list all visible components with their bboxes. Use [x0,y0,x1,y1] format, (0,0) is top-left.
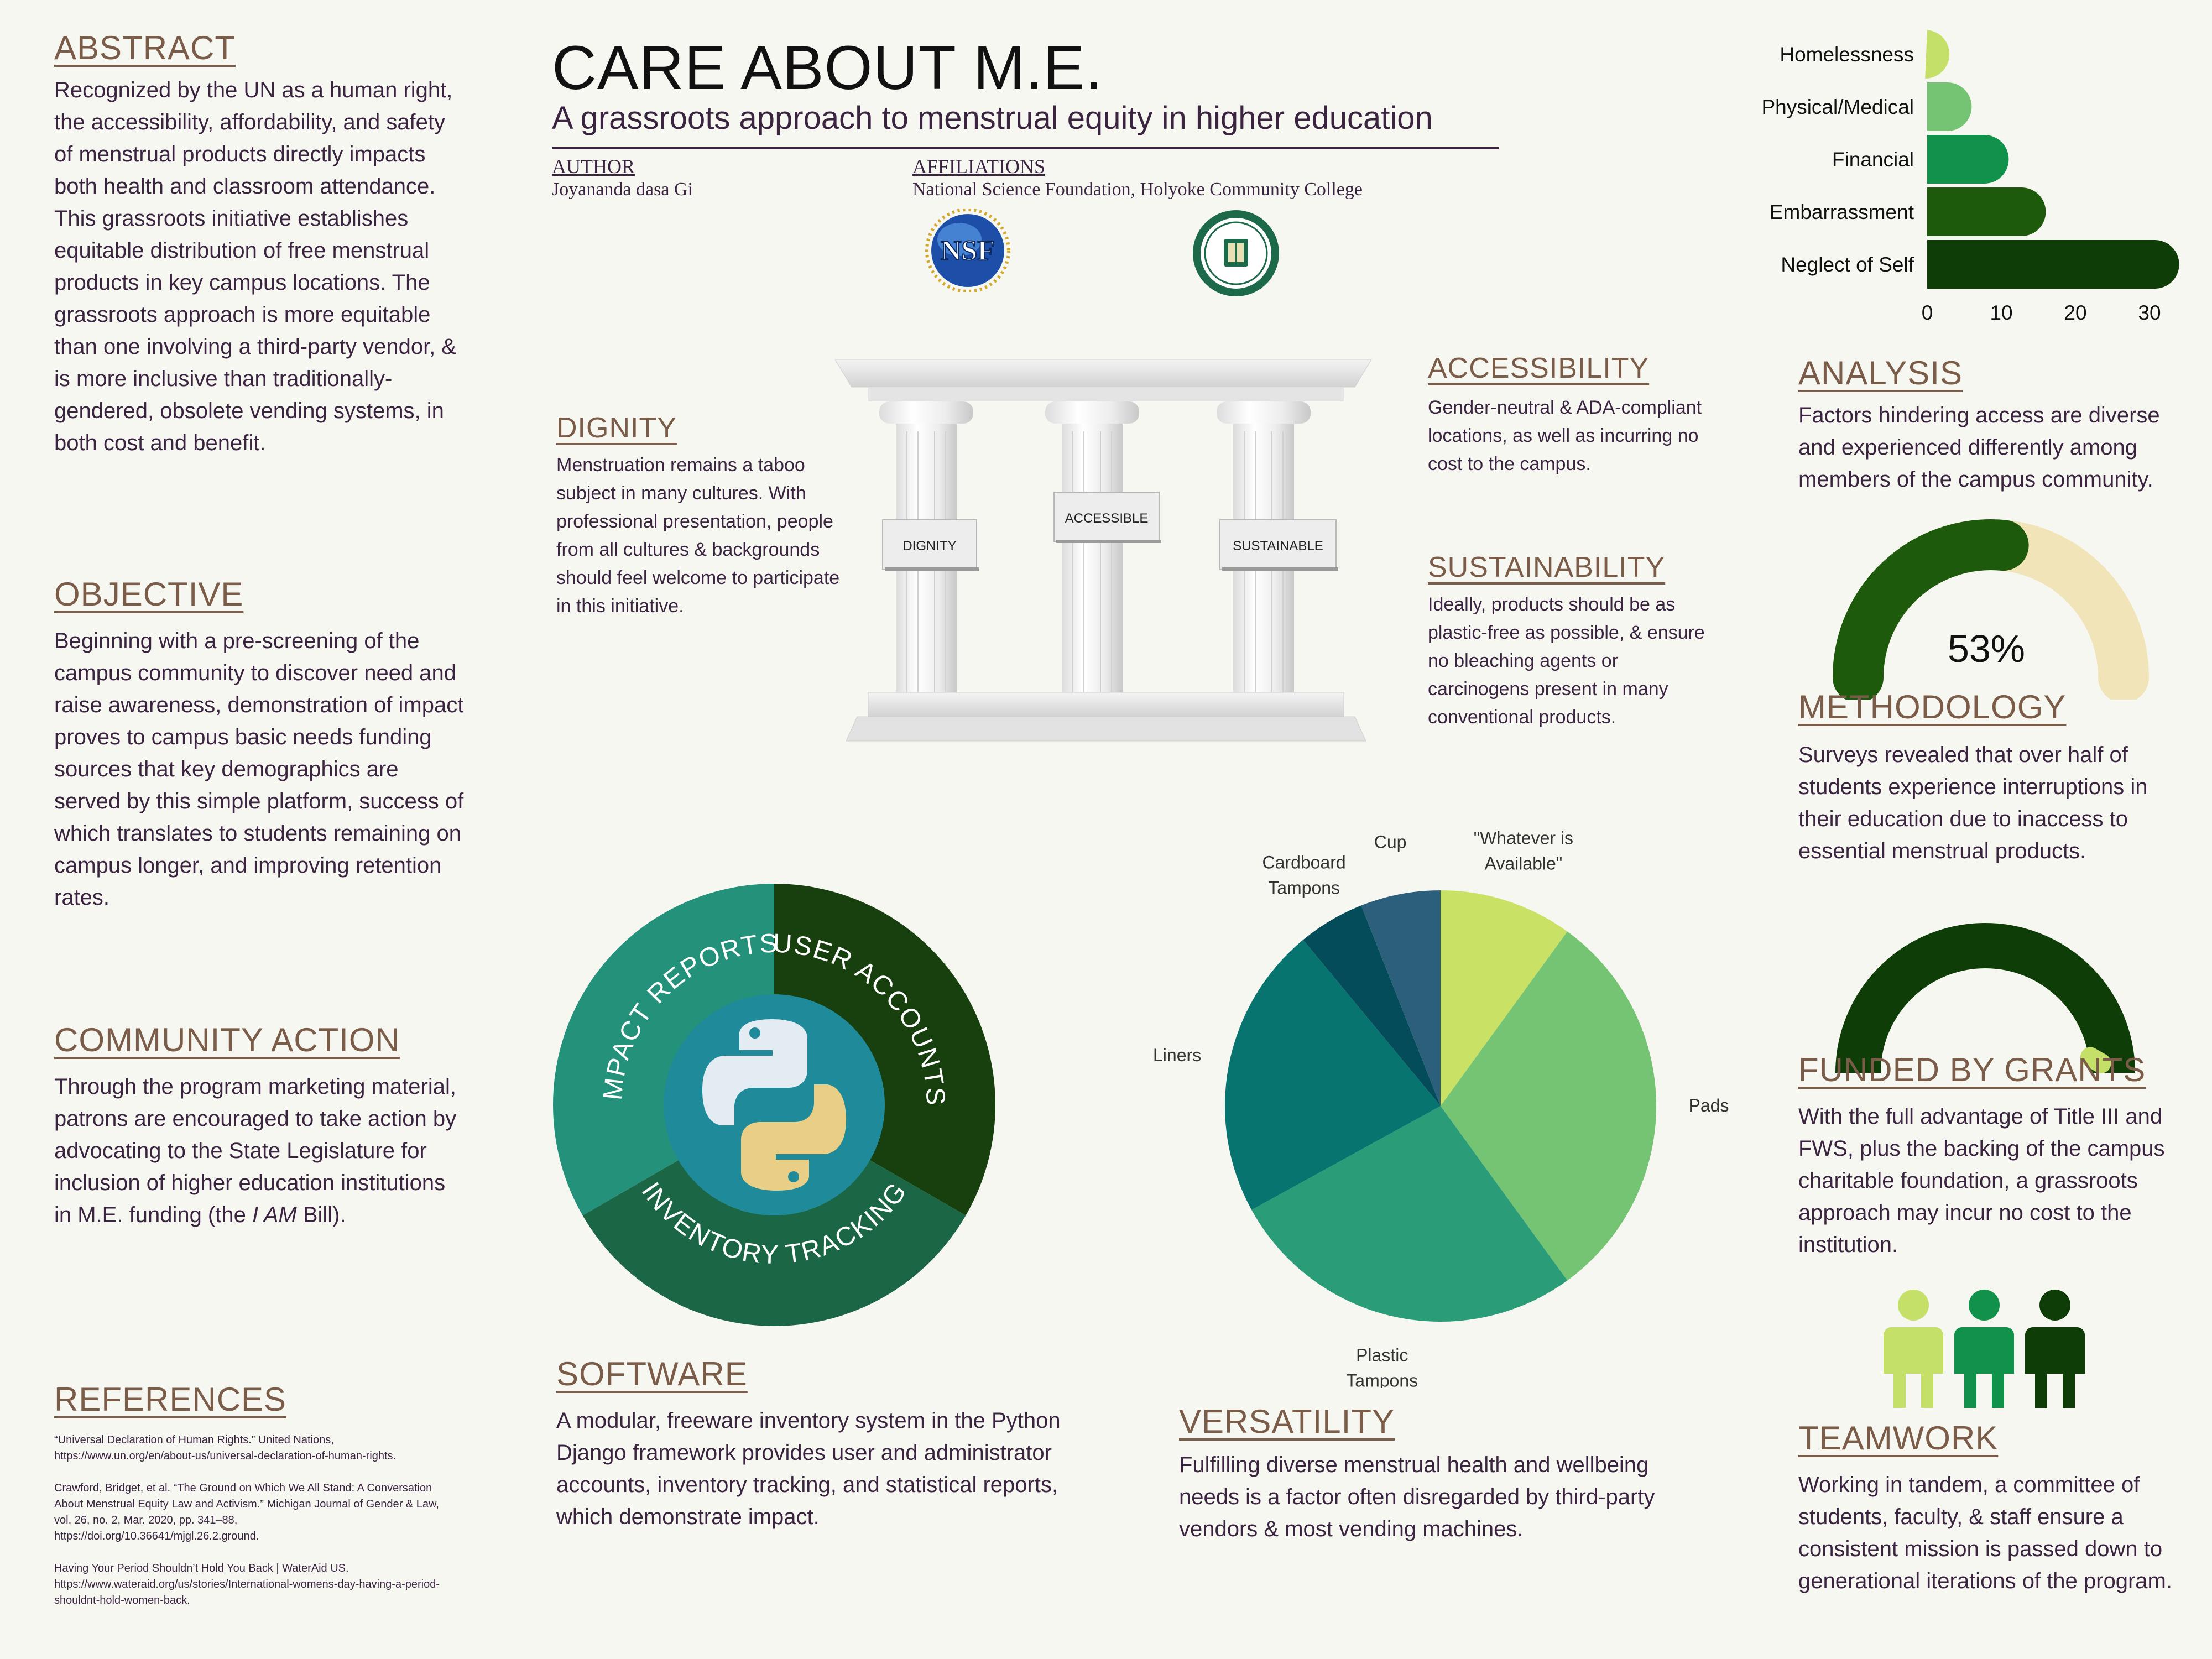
community-action-text: Through the program marketing material, … [54,1071,458,1231]
software-text: A modular, freeware inventory system in … [556,1408,1061,1529]
pie-slice [1303,905,1441,1106]
pillar-label-dignity: DIGNITY [902,539,956,554]
title-rule [552,147,1499,149]
affiliations-text: National Science Foundation, Holyoke Com… [912,179,1363,200]
accessibility-text: Gender-neutral & ADA-compliant locations… [1428,397,1702,474]
bar [1927,240,2179,289]
analysis-heading: ANALYSIS [1798,354,1963,392]
pillar-label-sustainable: SUSTAINABLE [1233,539,1323,554]
pillar-label-accessible: ACCESSIBLE [1065,511,1149,526]
bar-category-label: Neglect of Self [1781,253,1914,276]
pie-label: Liners [1153,1045,1201,1065]
references-heading: REFERENCES [54,1381,287,1418]
affiliations-heading: AFFILIATIONS [912,155,1046,178]
pillars-illustration: DIGNITY ACCESSIBLE SUSTAINABLE [835,359,1372,742]
abstract-text: Recognized by the UN as a human right, t… [54,78,457,455]
bar [1927,82,1972,131]
pie-slice [1441,890,1568,1106]
reference-item: Having Your Period Shouldn’t Hold You Ba… [54,1562,440,1606]
bar [1925,30,1950,79]
pie-slice [1225,940,1441,1210]
pie-slice [1251,1106,1568,1322]
sustainability-heading: SUSTAINABILITY [1428,551,1666,583]
page-subtitle: A grassroots approach to menstrual equit… [552,100,1433,136]
reference-item: Crawford, Bridget, et al. “The Ground on… [54,1482,439,1542]
bar-category-label: Financial [1832,148,1914,171]
references-list: “Universal Declaration of Human Rights.”… [54,1432,441,1609]
methodology-heading: METHODOLOGY [1798,688,2067,726]
pie-label: Cardboard Tampons [1262,853,1346,898]
dignity-text: Menstruation remains a taboo subject in … [556,455,840,617]
bar-tick-label: 30 [2138,301,2161,324]
community-action-text-a: Through the program marketing material, … [54,1074,457,1227]
pie-label: "Whatever is Available" [1474,828,1573,874]
community-action-bill: I AM [252,1203,297,1227]
dignity-heading: DIGNITY [556,412,677,444]
bar-category-label: Embarrassment [1770,201,1914,223]
pie-slice [1441,931,1656,1281]
community-action-text-b: Bill). [296,1203,346,1227]
pie-slice [1361,890,1441,1106]
sustainability-text: Ideally, products should be as plastic-f… [1428,594,1705,728]
accessibility-heading: ACCESSIBILITY [1428,352,1650,384]
bar-category-label: Homelessness [1780,43,1914,66]
software-heading: SOFTWARE [556,1355,748,1392]
nsf-logo: NSF [925,209,1010,292]
pie-chart: "Whatever is Available" Pads Plastic Tampons… [1153,828,1729,1388]
page-title: CARE ABOUT M.E. [552,33,1103,102]
funded-heading: FUNDED BY GRANTS [1798,1051,2146,1088]
teamwork-heading: TEAMWORK [1798,1420,1999,1457]
software-ring-diagram: IMPACT REPORTS USER ACCOUNTS INVENTORY T… [553,884,995,1326]
pie-label: Cup [1374,832,1407,852]
bar-category-label: Physical/Medical [1761,96,1914,118]
bar-tick-label: 10 [1990,301,2012,324]
bar-chart: Homelessness Physical/Medical Financial Emb… [1761,30,2179,324]
funded-text: With the full advantage of Title III and… [1798,1104,2165,1257]
gauge-full [1835,923,2135,1073]
bar [1927,187,2046,236]
bar-tick-label: 0 [1922,301,1933,324]
bar [1927,135,2009,184]
nsf-logo-text: NSF [941,235,995,267]
author-name: Joyananda dasa Gi [552,179,693,200]
versatility-text: Fulfilling diverse menstrual health and … [1179,1453,1655,1541]
people-icon [1884,1290,2085,1408]
pie-label: Pads [1689,1095,1729,1115]
teamwork-text: Working in tandem, a committee of studen… [1798,1473,2172,1593]
analysis-text: Factors hindering access are diverse and… [1798,403,2160,492]
bar-tick-label: 20 [2064,301,2086,324]
pie-label: Plastic Tampons [1346,1345,1418,1388]
objective-heading: OBJECTIVE [54,576,244,613]
abstract-heading: ABSTRACT [54,29,236,66]
versatility-heading: VERSATILITY [1179,1403,1395,1440]
python-icon [702,1019,846,1191]
objective-text: Beginning with a pre-screening of the ca… [54,629,464,910]
gauge-53: 53% [1833,519,2149,700]
methodology-text: Surveys revealed that over half of stude… [1798,743,2148,863]
hcc-seal [1193,210,1279,296]
community-action-heading: COMMUNITY ACTION [54,1021,400,1058]
author-heading: AUTHOR [552,155,635,178]
gauge-53-label: 53% [1948,627,2025,670]
reference-item: “Universal Declaration of Human Rights.”… [54,1434,397,1462]
